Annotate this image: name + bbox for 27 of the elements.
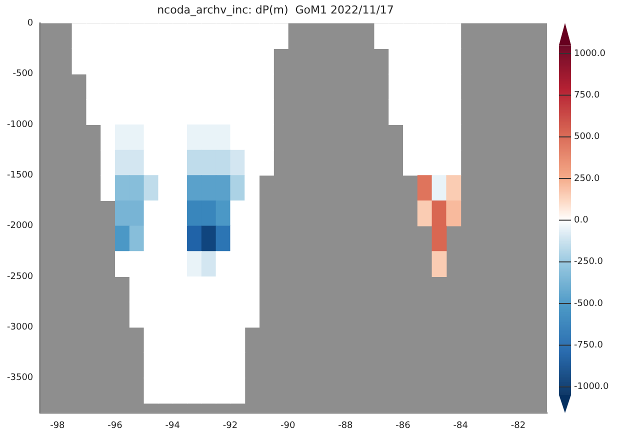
- color-bar-label: 250.0: [574, 174, 600, 184]
- x-tick-label: -86: [396, 420, 411, 431]
- x-tick-label: -94: [165, 420, 180, 431]
- x-tick-label: -98: [50, 420, 66, 431]
- color-bar-label: 1000.0: [574, 48, 606, 59]
- y-tick-label: -2500: [6, 272, 34, 282]
- x-tick-label: -92: [222, 420, 238, 431]
- y-tick-label: -2000: [6, 221, 34, 232]
- color-bar-label: -750.0: [574, 340, 604, 351]
- color-bar-label: 500.0: [574, 132, 600, 142]
- color-bar-label: -1000.0: [574, 382, 610, 392]
- x-tick-label: -84: [453, 420, 468, 431]
- x-tick-label: -96: [108, 420, 123, 431]
- x-tick-label: -82: [510, 420, 526, 431]
- y-tick-label: -1500: [6, 170, 34, 180]
- y-tick-label: -1000: [6, 120, 34, 130]
- color-bar-label: 0.0: [574, 216, 589, 226]
- color-bar-label: -500.0: [574, 298, 604, 309]
- y-tick-label: -3500: [6, 373, 34, 384]
- x-tick-label: -90: [280, 420, 296, 431]
- y-tick-label: -500: [12, 69, 34, 80]
- x-tick-label: -88: [338, 420, 354, 431]
- color-bar-label: -250.0: [574, 257, 604, 268]
- y-tick-label: -3000: [6, 322, 34, 332]
- chart-title: ncoda_archv_inc: dP(m) GoM1 2022/11/17: [157, 3, 394, 16]
- y-tick-label: 0: [27, 18, 34, 29]
- color-bar-label: 750.0: [574, 90, 600, 101]
